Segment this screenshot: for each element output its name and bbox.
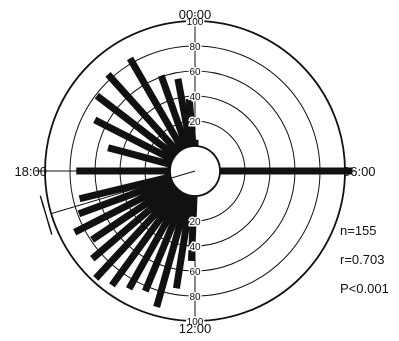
bar [73,177,178,236]
stat-p: P<0.001 [340,281,389,296]
bar [90,179,180,243]
bar [94,92,181,161]
bar [187,191,198,262]
radial-tick-label-top: 100 [187,17,204,28]
mean-line [51,170,196,215]
bar [77,174,177,218]
time-label-right: 06:00 [343,164,376,179]
radial-tick-label-bottom: 40 [189,242,201,253]
radial-tick-label-top: 60 [189,67,201,78]
radial-tick-label-bottom: 20 [189,217,201,228]
bar [93,116,178,165]
radial-tick-labels: 20 20 40 40 60 60 80 80 100 100 [185,16,205,330]
ci-cap [39,195,45,208]
time-label-bottom: 12:00 [179,321,212,336]
bar [105,72,184,158]
radial-tick-label-top: 40 [189,92,201,103]
bar [93,184,184,281]
radial-tick-label-top: 80 [189,42,201,53]
time-label-left: 18:00 [14,164,47,179]
stat-r: r=0.703 [340,252,385,267]
bar [78,172,176,203]
bar [185,98,197,151]
bar [109,185,186,288]
radial-tick-label-bottom: 80 [189,292,201,303]
bar [125,187,188,291]
radial-tick-label-top: 20 [189,117,201,128]
time-label-top: 00:00 [179,7,212,22]
bar [157,74,192,153]
bar [90,181,182,262]
bars-group [73,56,353,308]
radial-tick-label-bottom: 60 [189,267,201,278]
bar [107,144,176,169]
bar [126,56,188,155]
ci-cap [47,222,53,235]
bar [142,189,191,293]
bar [153,190,193,308]
radial-tick-label-bottom: 100 [187,317,204,328]
bar [172,191,196,289]
stat-n: n=155 [340,223,377,238]
mean-direction [39,170,196,235]
